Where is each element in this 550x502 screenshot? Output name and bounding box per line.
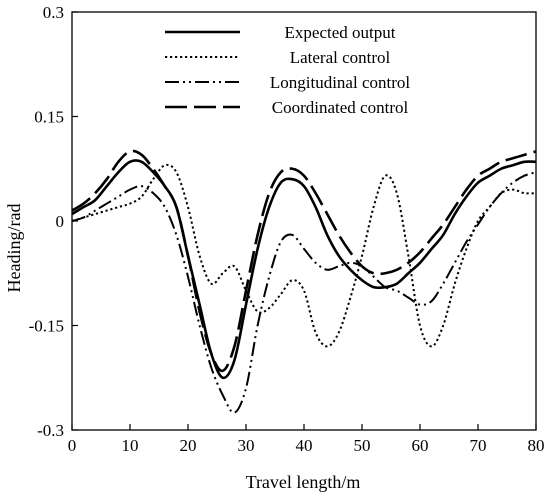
y-tick-label: -0.3 [37,421,64,440]
y-tick-label: 0.3 [43,3,64,22]
series-line-lateral-control [72,163,536,348]
y-tick-label: 0.15 [34,108,64,127]
y-tick-label: -0.15 [29,317,64,336]
x-tick-label: 80 [528,436,545,455]
x-tick-label: 10 [122,436,139,455]
legend-label-expected-output: Expected output [285,23,396,42]
series-line-longitudinal-control [72,171,536,414]
y-tick-label: 0 [56,212,65,231]
x-tick-label: 30 [238,436,255,455]
series-line-coordinated-control [72,149,536,373]
x-tick-label: 40 [296,436,313,455]
x-tick-label: 20 [180,436,197,455]
x-tick-label: 50 [354,436,371,455]
x-tick-label: 0 [68,436,77,455]
legend: Expected output Lateral control Longitudin… [165,23,410,117]
legend-label-coordinated-control: Coordinated control [272,98,409,117]
legend-label-longitudinal-control: Longitudinal control [270,73,411,92]
legend-label-lateral-control: Lateral control [290,48,391,67]
series-lines [72,149,536,414]
series-line-expected-output [72,159,536,380]
plot-area: 0 10 20 30 40 50 60 70 80 0.3 0.15 0 -0.15 -0.3 [29,3,545,455]
x-tick-label: 60 [412,436,429,455]
y-axis-title: Heading/rad [4,204,24,293]
x-axis-title: Travel length/m [246,472,361,492]
x-tick-label: 70 [470,436,487,455]
